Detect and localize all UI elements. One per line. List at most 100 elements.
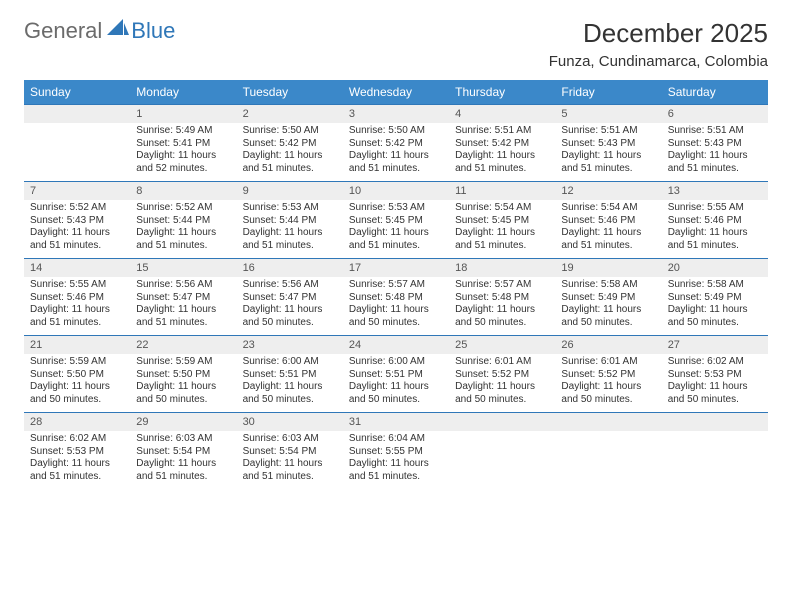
sunrise-text: Sunrise: 5:54 AM (455, 202, 549, 215)
sunset-text: Sunset: 5:53 PM (668, 369, 762, 382)
day-number-cell: 29 (130, 413, 236, 432)
day-number-cell: 23 (237, 336, 343, 355)
day-detail-cell: Sunrise: 5:53 AMSunset: 5:45 PMDaylight:… (343, 200, 449, 259)
day-number-row: 28293031 (24, 413, 768, 432)
sunrise-text: Sunrise: 5:54 AM (561, 202, 655, 215)
sunset-text: Sunset: 5:42 PM (243, 138, 337, 151)
day-detail-cell: Sunrise: 5:50 AMSunset: 5:42 PMDaylight:… (343, 123, 449, 182)
day-detail-cell (555, 431, 661, 489)
day-detail-cell: Sunrise: 6:02 AMSunset: 5:53 PMDaylight:… (662, 354, 768, 413)
day-number-cell: 8 (130, 182, 236, 201)
day-number-cell: 22 (130, 336, 236, 355)
sunrise-text: Sunrise: 5:55 AM (30, 279, 124, 292)
day-number-cell: 24 (343, 336, 449, 355)
day-detail-cell: Sunrise: 5:59 AMSunset: 5:50 PMDaylight:… (24, 354, 130, 413)
sunset-text: Sunset: 5:50 PM (30, 369, 124, 382)
day-detail-row: Sunrise: 5:49 AMSunset: 5:41 PM Daylight:… (24, 123, 768, 182)
sunrise-text: Sunrise: 5:56 AM (136, 279, 230, 292)
daylight-text: Daylight: 11 hours and 51 minutes. (243, 150, 337, 175)
sunset-text: Sunset: 5:54 PM (243, 446, 337, 459)
sunset-text: Sunset: 5:43 PM (30, 215, 124, 228)
logo-sail-icon (107, 19, 129, 44)
day-detail-cell: Sunrise: 6:01 AMSunset: 5:52 PMDaylight:… (449, 354, 555, 413)
sunset-text: Sunset: 5:47 PM (136, 292, 230, 305)
day-number-cell: 26 (555, 336, 661, 355)
sunset-text: Sunset: 5:41 PM (136, 138, 230, 151)
daylight-text: Daylight: 11 hours and 51 minutes. (561, 150, 655, 175)
daylight-text: Daylight: 11 hours and 51 minutes. (349, 227, 443, 252)
day-number-cell: 7 (24, 182, 130, 201)
day-number-cell: 12 (555, 182, 661, 201)
day-number-cell: 4 (449, 105, 555, 124)
day-number-cell (449, 413, 555, 432)
sunset-text: Sunset: 5:46 PM (30, 292, 124, 305)
day-detail-cell: Sunrise: 5:49 AMSunset: 5:41 PMDaylight:… (130, 123, 236, 182)
sunrise-text: Sunrise: 5:58 AM (668, 279, 762, 292)
day-number-cell: 13 (662, 182, 768, 201)
logo-text-general: General (24, 18, 102, 44)
day-detail-row: Sunrise: 5:52 AMSunset: 5:43 PMDaylight:… (24, 200, 768, 259)
sunrise-text: Sunrise: 5:57 AM (455, 279, 549, 292)
sunset-text: Sunset: 5:55 PM (349, 446, 443, 459)
day-number-cell: 27 (662, 336, 768, 355)
sunset-text: Sunset: 5:48 PM (455, 292, 549, 305)
sunset-text: Sunset: 5:43 PM (668, 138, 762, 151)
day-number-cell: 10 (343, 182, 449, 201)
day-detail-cell: Sunrise: 5:58 AMSunset: 5:49 PMDaylight:… (662, 277, 768, 336)
sunrise-text: Sunrise: 6:03 AM (243, 433, 337, 446)
day-detail-cell: Sunrise: 6:04 AMSunset: 5:55 PMDaylight:… (343, 431, 449, 489)
day-number-cell: 3 (343, 105, 449, 124)
sunrise-text: Sunrise: 5:53 AM (243, 202, 337, 215)
sunrise-text: Sunrise: 5:52 AM (30, 202, 124, 215)
day-number-cell: 15 (130, 259, 236, 278)
weekday-header-row: Sunday Monday Tuesday Wednesday Thursday… (24, 80, 768, 105)
sunrise-text: Sunrise: 5:59 AM (30, 356, 124, 369)
weekday-header: Sunday (24, 80, 130, 105)
sunrise-text: Sunrise: 5:57 AM (349, 279, 443, 292)
day-number-cell: 1 (130, 105, 236, 124)
day-detail-cell: Sunrise: 5:52 AMSunset: 5:43 PMDaylight:… (24, 200, 130, 259)
day-detail-cell: Sunrise: 5:51 AMSunset: 5:42 PMDaylight:… (449, 123, 555, 182)
sunrise-text: Sunrise: 5:51 AM (561, 125, 655, 138)
day-number-cell: 21 (24, 336, 130, 355)
sunset-text: Sunset: 5:47 PM (243, 292, 337, 305)
day-detail-cell: Sunrise: 5:53 AMSunset: 5:44 PMDaylight:… (237, 200, 343, 259)
day-detail-cell: Sunrise: 5:54 AMSunset: 5:46 PMDaylight:… (555, 200, 661, 259)
sunrise-text: Sunrise: 6:02 AM (668, 356, 762, 369)
day-detail-cell: Sunrise: 6:03 AMSunset: 5:54 PMDaylight:… (237, 431, 343, 489)
sunrise-text: Sunrise: 5:49 AM (136, 125, 230, 138)
weekday-header: Wednesday (343, 80, 449, 105)
day-number-row: 14151617181920 (24, 259, 768, 278)
day-detail-cell: Sunrise: 6:01 AMSunset: 5:52 PMDaylight:… (555, 354, 661, 413)
weekday-header: Tuesday (237, 80, 343, 105)
day-detail-cell: Sunrise: 5:55 AMSunset: 5:46 PMDaylight:… (24, 277, 130, 336)
sunrise-text: Sunrise: 6:01 AM (455, 356, 549, 369)
daylight-text: Daylight: 11 hours and 50 minutes. (349, 381, 443, 406)
daylight-text: Daylight: 11 hours and 51 minutes. (561, 227, 655, 252)
day-number-cell: 9 (237, 182, 343, 201)
daylight-text: Daylight: 11 hours and 50 minutes. (561, 381, 655, 406)
day-number-cell (662, 413, 768, 432)
day-detail-cell: Sunrise: 5:57 AMSunset: 5:48 PMDaylight:… (449, 277, 555, 336)
sunrise-text: Sunrise: 5:56 AM (243, 279, 337, 292)
day-number-cell: 30 (237, 413, 343, 432)
sunrise-text: Sunrise: 5:53 AM (349, 202, 443, 215)
daylight-text: Daylight: 11 hours and 51 minutes. (349, 458, 443, 483)
daylight-text: Daylight: 11 hours and 51 minutes. (30, 458, 124, 483)
header: General Blue December 2025 Funza, Cundin… (24, 18, 768, 70)
day-detail-cell: Sunrise: 5:56 AMSunset: 5:47 PMDaylight:… (130, 277, 236, 336)
day-detail-cell: Sunrise: 5:57 AMSunset: 5:48 PMDaylight:… (343, 277, 449, 336)
sunrise-text: Sunrise: 6:00 AM (349, 356, 443, 369)
day-detail-cell (449, 431, 555, 489)
day-detail-cell: Sunrise: 5:55 AMSunset: 5:46 PMDaylight:… (662, 200, 768, 259)
location-label: Funza, Cundinamarca, Colombia (549, 53, 768, 70)
daylight-text: Daylight: 11 hours and 51 minutes. (30, 227, 124, 252)
daylight-text: Daylight: 11 hours and 50 minutes. (668, 381, 762, 406)
day-detail-cell: Sunrise: 5:51 AMSunset: 5:43 PMDaylight:… (662, 123, 768, 182)
day-detail-row: Sunrise: 5:59 AMSunset: 5:50 PM Daylight:… (24, 354, 768, 413)
daylight-text: Daylight: 11 hours and 50 minutes. (668, 304, 762, 329)
day-number-cell: 31 (343, 413, 449, 432)
weekday-header: Friday (555, 80, 661, 105)
sunrise-text: Sunrise: 5:55 AM (668, 202, 762, 215)
sunset-text: Sunset: 5:52 PM (455, 369, 549, 382)
